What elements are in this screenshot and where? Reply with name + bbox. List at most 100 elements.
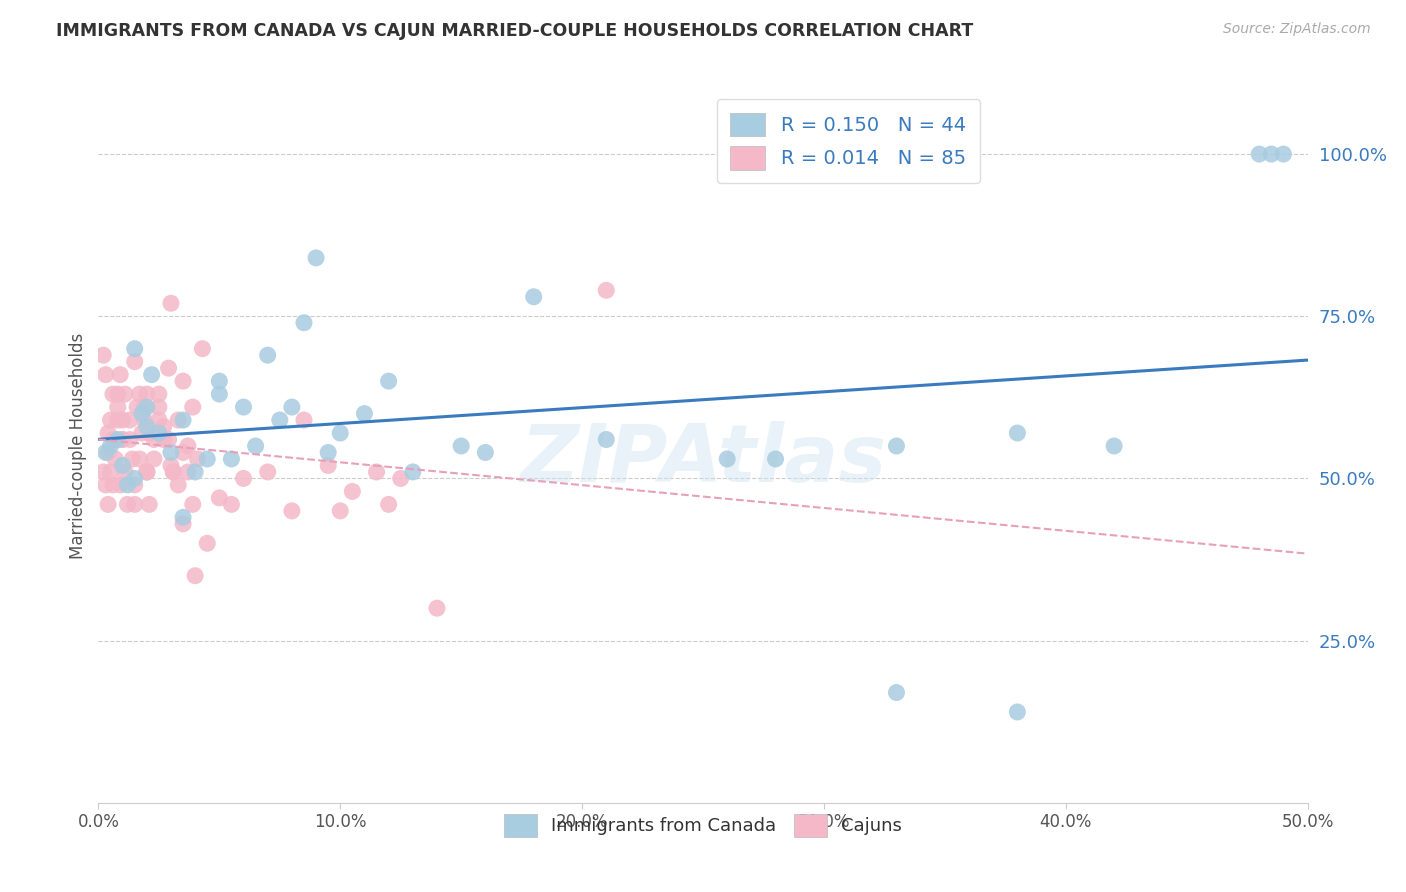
Point [195,536,218,550]
Point [91,348,114,362]
Point [195,452,218,467]
Point [104,452,127,467]
Point [208,491,231,505]
Point [117,497,139,511]
Point [124,354,146,368]
Point [134,400,156,414]
Point [94,368,117,382]
Point [135,387,157,401]
Point [181,400,204,414]
Point [450,439,472,453]
Legend: Immigrants from Canada, Cajuns: Immigrants from Canada, Cajuns [496,807,910,844]
Point [316,445,339,459]
Point [886,685,908,699]
Point [377,497,399,511]
Point [124,471,146,485]
Point [148,400,170,414]
Point [389,471,412,485]
Point [143,433,166,447]
Point [329,425,352,440]
Point [316,458,339,473]
Point [152,419,174,434]
Point [177,439,200,453]
Point [172,516,194,531]
Point [1007,425,1029,440]
Point [886,439,908,453]
Point [595,283,617,297]
Point [162,465,184,479]
Point [208,374,231,388]
Point [114,387,136,401]
Point [177,465,200,479]
Point [353,407,375,421]
Point [292,413,315,427]
Point [100,413,122,427]
Point [107,433,129,447]
Point [107,413,129,427]
Point [124,497,146,511]
Point [160,296,183,310]
Point [118,413,141,427]
Point [162,465,184,479]
Point [157,433,180,447]
Point [181,497,204,511]
Point [100,439,122,453]
Y-axis label: Married-couple Households: Married-couple Households [69,333,87,559]
Point [221,452,243,467]
Point [187,452,209,467]
Point [269,413,291,427]
Point [111,458,134,473]
Point [101,433,124,447]
Point [138,497,160,511]
Point [104,433,127,447]
Point [128,452,150,467]
Point [124,478,146,492]
Point [426,601,449,615]
Point [135,419,157,434]
Point [101,387,124,401]
Point [256,465,278,479]
Point [91,465,114,479]
Point [595,433,617,447]
Point [172,413,194,427]
Point [329,504,352,518]
Point [172,445,194,459]
Point [141,368,163,382]
Point [305,251,328,265]
Point [167,478,190,492]
Point [157,361,180,376]
Point [138,425,160,440]
Point [101,478,124,492]
Point [232,471,254,485]
Point [135,465,157,479]
Point [118,433,141,447]
Point [1249,147,1271,161]
Point [135,400,157,414]
Point [111,413,134,427]
Point [281,504,304,518]
Point [114,465,136,479]
Point [184,568,207,582]
Text: Source: ZipAtlas.com: Source: ZipAtlas.com [1223,22,1371,37]
Point [1260,147,1282,161]
Point [121,452,143,467]
Point [94,445,117,459]
Point [135,465,157,479]
Text: ZIPAtlas: ZIPAtlas [520,421,886,500]
Point [143,452,166,467]
Point [342,484,364,499]
Point [245,439,267,453]
Point [172,374,194,388]
Point [97,425,120,440]
Point [117,478,139,492]
Point [167,413,190,427]
Point [97,497,120,511]
Point [107,400,129,414]
Point [1007,705,1029,719]
Point [128,387,150,401]
Point [402,465,425,479]
Point [127,400,149,414]
Point [765,452,787,467]
Point [108,478,131,492]
Point [191,342,214,356]
